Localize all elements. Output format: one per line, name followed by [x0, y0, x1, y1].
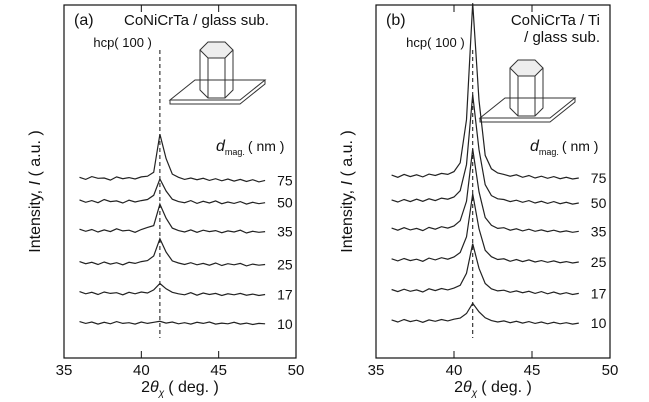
- y-label-symbol: I: [339, 180, 356, 185]
- chart-title: CoNiCrTa / glass sub.: [124, 12, 269, 29]
- series-label: 17: [277, 286, 293, 302]
- spectrum-line: [79, 282, 266, 297]
- spectrum-line: [391, 193, 579, 264]
- legend-subscript: mag.: [539, 147, 559, 157]
- spectrum-line: [79, 237, 266, 267]
- x-tick-label: 50: [602, 362, 619, 379]
- x-tick-label: 45: [524, 362, 541, 379]
- legend-symbol: d: [530, 138, 540, 155]
- spectrum-line: [79, 320, 266, 326]
- legend-title: dmag.( nm ): [216, 138, 284, 157]
- plot-frame: [375, 4, 611, 359]
- spectrum-line: [391, 243, 579, 296]
- y-axis-label: Intensity, I ( a.u. ): [339, 130, 356, 252]
- series-label: 50: [277, 195, 293, 211]
- series-label: 17: [591, 285, 607, 301]
- y-label-unit: ( a.u. ): [339, 130, 356, 181]
- series-label: 25: [591, 254, 607, 270]
- series-label: 35: [277, 224, 293, 240]
- series-label: 50: [591, 195, 607, 211]
- y-label-text: Intensity,: [339, 185, 356, 252]
- x-label-prefix: 2: [454, 379, 463, 396]
- chart-title: / glass sub.: [524, 29, 600, 46]
- legend-unit: ( nm ): [248, 138, 285, 154]
- series-label: 75: [277, 172, 293, 188]
- plot-frame: [63, 4, 297, 359]
- x-label-symbol: θ: [463, 379, 472, 396]
- annotation: hcp( 100 ): [406, 35, 465, 50]
- series-label: 75: [591, 170, 607, 186]
- x-tick-label: 40: [133, 362, 150, 379]
- x-axis-label: 2θχ( deg. ): [141, 379, 219, 399]
- series-label: 25: [277, 256, 293, 272]
- legend-symbol: d: [216, 138, 226, 155]
- y-label-text: Intensity,: [27, 185, 44, 252]
- panel-label: (b): [386, 12, 406, 29]
- y-label-symbol: I: [27, 180, 44, 185]
- chart-title: CoNiCrTa / Ti: [511, 12, 600, 29]
- y-axis-label: Intensity, I ( a.u. ): [27, 130, 44, 252]
- x-label-prefix: 2: [141, 379, 150, 396]
- spectrum-line: [391, 148, 579, 233]
- x-tick-label: 50: [288, 362, 305, 379]
- spectrum-line: [391, 302, 579, 325]
- x-label-subscript: χ: [158, 388, 165, 399]
- inset-crystal-a: [168, 41, 267, 105]
- x-axis-label: 2θχ( deg. ): [454, 379, 532, 399]
- x-tick-label: 35: [368, 362, 385, 379]
- y-label-unit: ( a.u. ): [27, 130, 44, 181]
- panel-label: (a): [74, 12, 94, 29]
- x-tick-label: 45: [210, 362, 227, 379]
- x-label-unit: ( deg. ): [168, 379, 219, 396]
- x-tick-label: 40: [446, 362, 463, 379]
- legend-title: dmag.( nm ): [530, 138, 598, 157]
- series-label: 10: [277, 316, 293, 332]
- series-label: 10: [591, 315, 607, 331]
- series-label: 35: [591, 223, 607, 239]
- spectrum-line: [79, 202, 266, 234]
- x-label-subscript: χ: [471, 388, 478, 399]
- spectrum-line: [79, 177, 266, 205]
- spectrum-line: [391, 3, 579, 180]
- spectrum-line: [391, 94, 579, 205]
- x-label-unit: ( deg. ): [481, 379, 532, 396]
- x-tick-label: 35: [56, 362, 73, 379]
- legend-subscript: mag.: [225, 147, 245, 157]
- legend-unit: ( nm ): [562, 138, 599, 154]
- spectrum-line: [79, 134, 266, 183]
- x-label-symbol: θ: [150, 379, 159, 396]
- inset-crystal-b: [478, 59, 577, 123]
- annotation: hcp( 100 ): [93, 35, 152, 50]
